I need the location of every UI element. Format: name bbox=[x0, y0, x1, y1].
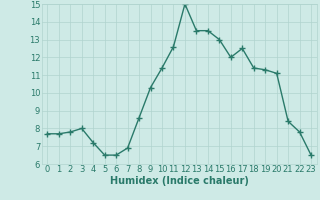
X-axis label: Humidex (Indice chaleur): Humidex (Indice chaleur) bbox=[110, 176, 249, 186]
